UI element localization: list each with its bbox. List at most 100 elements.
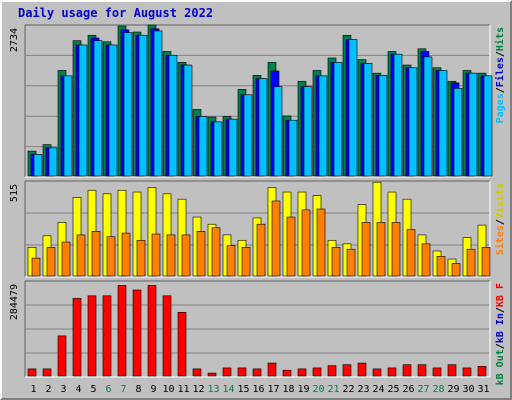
bar-hits-pages-25 <box>393 53 403 177</box>
chart-title: Daily usage for August 2022 <box>18 6 214 20</box>
bar-kbytes-kb-f-17 <box>267 362 277 377</box>
x-tick-label: 23 <box>357 384 369 395</box>
bar-kbytes-kb-f-29 <box>447 364 457 377</box>
bar-visits-sites-28 <box>436 256 446 277</box>
bar-hits-pages-13 <box>213 121 223 177</box>
x-tick-label: 24 <box>372 384 384 395</box>
legend-item: / <box>495 51 506 57</box>
bar-kbytes-kb-f-26 <box>402 364 412 377</box>
legend-item: Pages <box>495 93 506 123</box>
x-tick-label: 9 <box>150 384 156 395</box>
bar-kbytes-kb-f-6 <box>102 295 112 377</box>
bar-visits-sites-11 <box>181 234 191 277</box>
legend-item: / <box>495 219 506 225</box>
x-tick-label: 31 <box>477 384 489 395</box>
bar-kbytes-kb-f-13 <box>207 372 217 377</box>
legend-item: KB F <box>495 283 506 307</box>
x-tick-label: 1 <box>30 384 36 395</box>
bar-hits-pages-16 <box>258 78 268 177</box>
bar-kbytes-kb-f-4 <box>72 298 82 377</box>
x-tick-label: 21 <box>327 384 339 395</box>
bar-kbytes-kb-f-9 <box>147 285 157 377</box>
bar-visits-sites-17 <box>271 200 281 277</box>
bar-kbytes-kb-f-19 <box>297 368 307 377</box>
bar-hits-pages-19 <box>303 86 313 177</box>
y-max-label-hits: 2734 <box>9 28 20 52</box>
x-tick-label: 15 <box>237 384 249 395</box>
bar-hits-pages-18 <box>288 119 298 177</box>
bar-visits-sites-4 <box>76 234 86 277</box>
x-tick-label: 5 <box>90 384 96 395</box>
bar-kbytes-kb-f-8 <box>132 289 142 377</box>
bar-visits-sites-15 <box>241 247 251 277</box>
x-tick-label: 25 <box>387 384 399 395</box>
bar-kbytes-kb-f-16 <box>252 368 262 377</box>
bar-kbytes-kb-f-12 <box>192 368 202 377</box>
bar-visits-sites-24 <box>376 222 386 277</box>
bar-hits-pages-31 <box>483 75 493 177</box>
bar-hits-pages-29 <box>453 88 463 177</box>
x-tick-label: 26 <box>402 384 414 395</box>
bar-hits-pages-12 <box>198 116 208 177</box>
bar-visits-sites-31 <box>481 247 491 277</box>
bar-hits-pages-6 <box>108 44 118 177</box>
bar-visits-sites-9 <box>151 233 161 277</box>
x-tick-label: 12 <box>192 384 204 395</box>
bar-visits-sites-25 <box>391 222 401 277</box>
bar-kbytes-kb-f-31 <box>477 365 487 377</box>
bar-kbytes-kb-f-20 <box>312 367 322 377</box>
bar-kbytes-kb-f-25 <box>387 367 397 377</box>
x-tick-label: 22 <box>342 384 354 395</box>
bar-visits-sites-23 <box>361 222 371 277</box>
y-max-label-visits: 515 <box>9 184 20 202</box>
bar-hits-pages-30 <box>468 72 478 177</box>
x-tick-label: 6 <box>105 384 111 395</box>
bar-kbytes-kb-f-10 <box>162 295 172 377</box>
bar-kbytes-kb-f-14 <box>222 367 232 377</box>
bar-visits-sites-29 <box>451 263 461 277</box>
x-tick-label: 13 <box>207 384 219 395</box>
bar-visits-sites-26 <box>406 229 416 277</box>
bar-visits-sites-19 <box>301 209 311 277</box>
bar-hits-pages-9 <box>153 30 163 177</box>
bar-hits-pages-23 <box>363 63 373 177</box>
bar-visits-sites-7 <box>121 232 131 277</box>
bar-hits-pages-15 <box>243 94 253 177</box>
bar-kbytes-kb-f-27 <box>417 364 427 377</box>
bar-visits-sites-10 <box>166 234 176 277</box>
legend-item: Hits <box>494 27 506 51</box>
bar-hits-pages-11 <box>183 64 193 177</box>
x-tick-label: 20 <box>312 384 324 395</box>
bar-visits-sites-8 <box>136 239 146 277</box>
legend-item: kB Out <box>495 349 506 385</box>
bar-hits-pages-20 <box>318 75 328 177</box>
legend-hits: Pages/Files/Hits <box>494 27 506 123</box>
legend-item: Files <box>494 57 506 87</box>
bar-visits-sites-20 <box>316 208 326 277</box>
legend-item: / <box>495 307 506 313</box>
bar-visits-sites-30 <box>466 248 476 277</box>
bar-hits-pages-8 <box>138 34 148 177</box>
bar-kbytes-kb-f-24 <box>372 368 382 377</box>
x-tick-label: 29 <box>447 384 459 395</box>
bar-hits-pages-14 <box>228 118 238 177</box>
legend-item: Sites <box>494 225 506 255</box>
legend-item: / <box>495 343 506 349</box>
bar-hits-pages-26 <box>408 67 418 177</box>
bar-kbytes-kb-f-11 <box>177 311 187 377</box>
legend-visits: Sites/Visits <box>494 183 506 255</box>
bar-hits-pages-4 <box>78 44 88 177</box>
bar-kbytes-kb-f-23 <box>357 362 367 377</box>
bar-visits-sites-21 <box>331 247 341 277</box>
bar-kbytes-kb-f-30 <box>462 367 472 377</box>
bar-hits-pages-21 <box>333 62 343 177</box>
bar-hits-pages-22 <box>348 39 358 177</box>
x-tick-label: 30 <box>462 384 474 395</box>
bar-kbytes-kb-f-22 <box>342 364 352 377</box>
bar-kbytes-kb-f-1 <box>27 368 37 377</box>
bar-visits-sites-12 <box>196 231 206 277</box>
legend-item: Visits <box>494 183 506 219</box>
bar-kbytes-kb-f-15 <box>237 367 247 377</box>
